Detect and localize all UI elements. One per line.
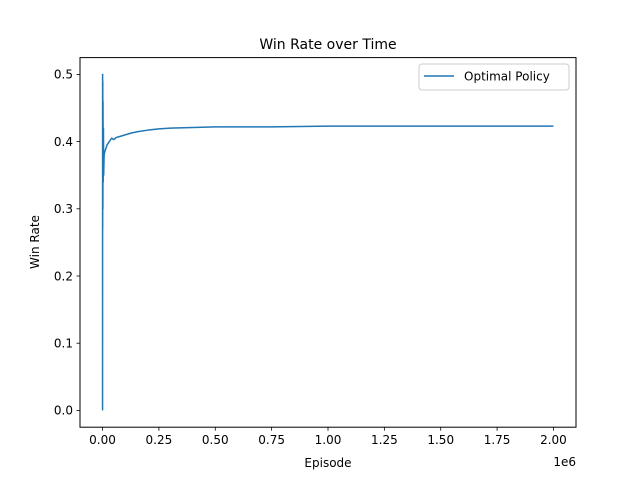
x-tick-label: 1.50 — [427, 433, 454, 447]
x-tick-label: 0.75 — [258, 433, 285, 447]
x-tick-label: 0.50 — [202, 433, 229, 447]
legend-entry-label: Optimal Policy — [464, 70, 550, 84]
x-tick-label: 1.75 — [484, 433, 511, 447]
y-tick-label: 0.0 — [54, 404, 73, 418]
y-tick-label: 0.1 — [54, 337, 73, 351]
x-axis: 0.00 0.25 0.50 0.75 1.00 1.25 1.50 1.75 2.00 — [89, 427, 567, 447]
x-tick-label: 1.00 — [315, 433, 342, 447]
y-tick-label: 0.3 — [54, 202, 73, 216]
y-tick-label: 0.4 — [54, 135, 73, 149]
x-axis-label: Episode — [304, 456, 351, 470]
legend-box — [418, 63, 570, 91]
series-line-0 — [101, 73, 554, 411]
x-tick-label: 0.00 — [89, 433, 116, 447]
y-axis-label: Win Rate — [28, 215, 42, 269]
chart-title: Win Rate over Time — [259, 37, 396, 53]
x-tick-label: 1.25 — [371, 433, 398, 447]
x-tick-label: 2.00 — [540, 433, 567, 447]
y-axis: 0.0 0.1 0.2 0.3 0.4 0.5 — [54, 68, 80, 418]
plot-area — [101, 73, 554, 411]
x-axis-offset-text: 1e6 — [553, 455, 576, 469]
y-tick-label: 0.5 — [54, 68, 73, 82]
x-tick-label: 0.25 — [146, 433, 173, 447]
y-tick-label: 0.2 — [54, 269, 73, 283]
legend: Optimal Policy — [418, 63, 570, 91]
